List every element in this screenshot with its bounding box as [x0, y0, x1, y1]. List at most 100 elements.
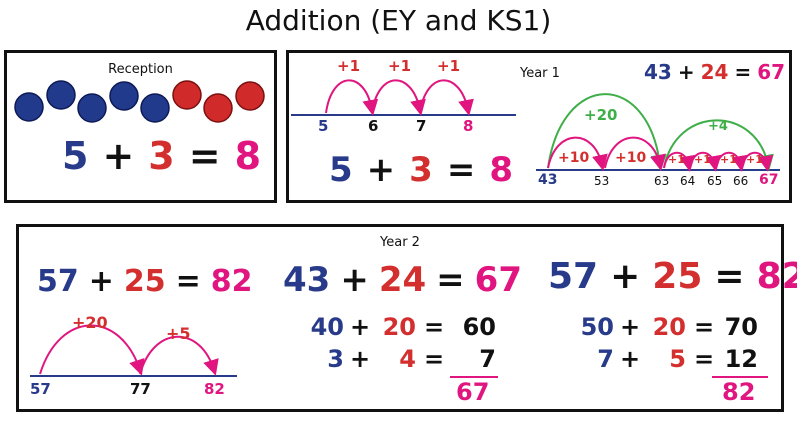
- plus-sign: +: [366, 150, 396, 190]
- partition-b: 4: [399, 345, 416, 373]
- sum: 67: [474, 260, 522, 300]
- jump-label: +1: [694, 153, 711, 166]
- jump-label: +1: [437, 57, 461, 75]
- blue-counter: [14, 92, 44, 122]
- jump-label: +20: [72, 313, 108, 332]
- addend-a: 5: [62, 134, 89, 178]
- addend-b: 25: [652, 256, 703, 297]
- partial-sum: 7: [479, 345, 496, 373]
- partition-a: 50: [580, 313, 614, 341]
- addend-a: 5: [329, 150, 353, 190]
- blue-counter: [77, 93, 107, 123]
- jump-label: +10: [615, 150, 647, 166]
- blue-counter: [140, 93, 170, 123]
- reception-panel: [4, 50, 277, 203]
- partition-row: 3 + 4 = 7: [300, 345, 500, 375]
- addend-b: 3: [409, 150, 433, 190]
- year1-equation: 5 + 3 = 8: [329, 150, 513, 190]
- addend-b: 24: [378, 260, 427, 300]
- equals-sign: =: [694, 345, 715, 373]
- partition-b: 20: [382, 313, 416, 341]
- partition-a: 3: [327, 345, 344, 373]
- addend-b: 25: [123, 264, 166, 299]
- tick-label: 67: [759, 172, 779, 188]
- equals-sign: =: [175, 264, 201, 299]
- sum: 67: [757, 60, 786, 84]
- total-underline: [712, 376, 768, 378]
- year1-panel: [286, 50, 792, 203]
- blue-counter: [46, 80, 76, 110]
- year1-label: Year 1: [520, 66, 560, 81]
- partial-sum: 12: [724, 345, 758, 373]
- tick-label: 43: [538, 172, 558, 188]
- year2-panel: [16, 224, 784, 412]
- addend-b: 24: [700, 60, 729, 84]
- jump-label: +5: [166, 324, 191, 343]
- year1-top-equation: 43 + 24 = 67: [644, 60, 785, 84]
- addend-a: 43: [644, 60, 672, 84]
- year2-col2-equation: 43 + 24 = 67: [283, 260, 522, 300]
- sum: 8: [489, 150, 514, 190]
- red-counter: [203, 93, 233, 123]
- partition-row: 40 + 20 = 60: [300, 313, 500, 343]
- tick-label: 63: [654, 174, 670, 188]
- ones-total-label: +4: [708, 119, 728, 134]
- partition-b: 5: [669, 345, 686, 373]
- blue-counter: [109, 81, 139, 111]
- plus-sign: +: [350, 313, 371, 341]
- red-counter: [235, 81, 265, 111]
- plus-sign: +: [102, 134, 135, 178]
- jump-label: +10: [558, 150, 590, 166]
- sum: 82: [210, 264, 253, 299]
- addend-a: 43: [283, 260, 331, 300]
- reception-equation: 5 + 3 = 8: [62, 134, 261, 178]
- tens-total-label: +20: [584, 106, 618, 124]
- partition-row: 50 + 20 = 70: [570, 313, 770, 343]
- partial-sum: 60: [462, 313, 496, 341]
- addend-a: 57: [548, 256, 599, 297]
- tick-label: 82: [204, 380, 225, 398]
- partition-a: 40: [310, 313, 344, 341]
- tick-label: 77: [130, 380, 151, 398]
- equals-sign: =: [436, 260, 465, 300]
- total: 67: [456, 378, 490, 406]
- plus-sign: +: [610, 256, 641, 297]
- plus-sign: +: [340, 260, 369, 300]
- year2-col3-equation: 57 + 25 = 82: [548, 256, 797, 297]
- total: 82: [722, 378, 756, 406]
- tick-label: 5: [318, 117, 329, 135]
- plus-sign: +: [620, 313, 641, 341]
- tick-label: 6: [368, 117, 379, 135]
- tick-label: 57: [30, 380, 51, 398]
- tick-label: 8: [463, 117, 474, 135]
- tick-label: 64: [680, 174, 696, 188]
- equals-sign: =: [734, 60, 752, 84]
- jump-label: +1: [720, 153, 737, 166]
- jump-label: +1: [337, 57, 361, 75]
- equals-sign: =: [188, 134, 221, 178]
- year2-label: Year 2: [380, 235, 420, 250]
- tick-label: 7: [416, 117, 427, 135]
- sum: 8: [234, 134, 262, 178]
- jump-label: +1: [388, 57, 412, 75]
- red-counter: [172, 80, 202, 110]
- jump-label: +1: [746, 153, 763, 166]
- tick-label: 53: [594, 174, 610, 188]
- plus-sign: +: [620, 345, 641, 373]
- equals-sign: =: [424, 313, 445, 341]
- addend-a: 57: [37, 264, 79, 299]
- total-underline: [450, 376, 498, 378]
- sum: 82: [756, 256, 797, 297]
- plus-sign: +: [88, 264, 114, 299]
- partial-sum: 70: [724, 313, 758, 341]
- year2-col1-equation: 57 + 25 = 82: [37, 264, 253, 299]
- equals-sign: =: [446, 150, 476, 190]
- equals-sign: =: [694, 313, 715, 341]
- equals-sign: =: [714, 256, 745, 297]
- addend-b: 3: [148, 134, 175, 178]
- jump-label: +1: [668, 153, 685, 166]
